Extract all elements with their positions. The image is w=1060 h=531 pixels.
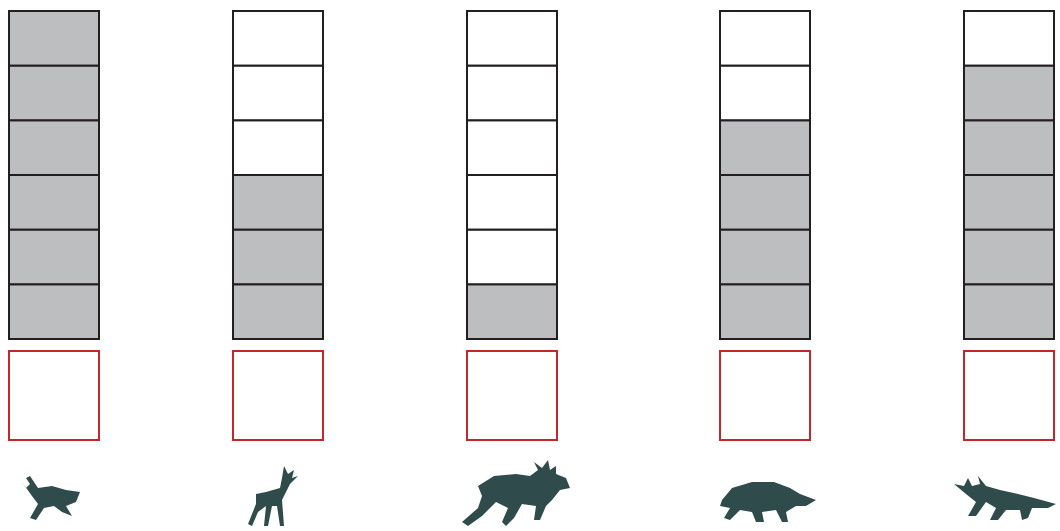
cell-outline [963, 283, 1055, 341]
cell-outline [8, 283, 100, 341]
cell-outline [963, 10, 1055, 67]
cell-outline [232, 119, 324, 177]
deer-icon [248, 466, 298, 526]
cell-outline [466, 119, 558, 177]
cell-outline [466, 64, 558, 122]
bar [233, 175, 323, 339]
cell-outline [466, 10, 558, 67]
hare-icon [22, 476, 80, 520]
cell-outline [232, 283, 324, 341]
animal-icons [22, 460, 1056, 526]
answer-box [963, 350, 1055, 441]
bar [964, 65, 1054, 340]
boar-icon [720, 482, 816, 522]
cell-outline [466, 174, 558, 231]
answer-box [466, 350, 558, 441]
cell-outline [232, 64, 324, 122]
answer-box [232, 350, 324, 441]
moose-icon [462, 460, 570, 526]
cell-outline [466, 283, 558, 341]
cell-grid [8, 10, 1055, 441]
answer-box [719, 350, 811, 441]
cell-outline [232, 10, 324, 67]
cell-outline [466, 228, 558, 286]
cell-outline [719, 10, 811, 67]
cell-outline [719, 283, 811, 341]
fox-icon [954, 476, 1056, 520]
cell-outline [719, 64, 811, 122]
bar [467, 284, 557, 339]
answer-box [8, 350, 100, 441]
